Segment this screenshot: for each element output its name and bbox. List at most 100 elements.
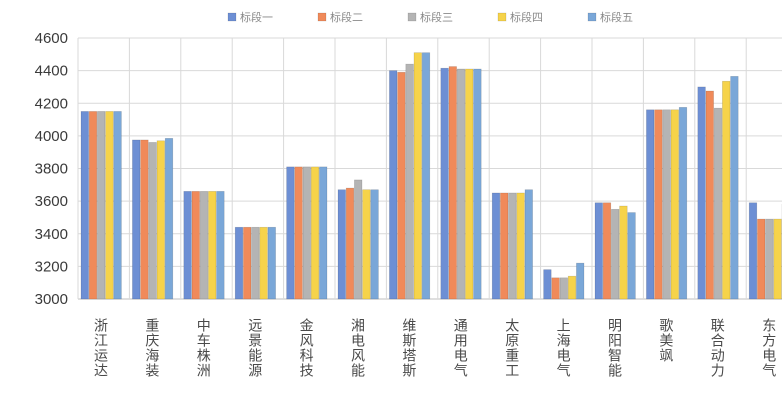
bar-1-2 <box>88 111 98 300</box>
bar-9-5 <box>524 189 533 300</box>
gridlines <box>77 37 782 300</box>
bar-1-1 <box>80 111 89 300</box>
y-tick-label: 3600 <box>35 193 68 210</box>
bar-6-1 <box>337 189 346 300</box>
bar-4-2 <box>243 226 252 300</box>
bar-12-1 <box>646 109 655 300</box>
y-tick-label: 4600 <box>35 30 68 47</box>
bar-11-1 <box>594 202 603 300</box>
bar-13-4 <box>722 80 731 300</box>
bar-12-5 <box>678 107 688 300</box>
bar-4-5 <box>267 226 276 300</box>
bar-2-1 <box>132 139 141 300</box>
bar-13-5 <box>730 76 739 300</box>
bar-4-1 <box>234 226 244 300</box>
bar-14-4 <box>773 218 782 300</box>
bar-6-4 <box>362 189 371 300</box>
y-tick-label: 4400 <box>35 63 68 80</box>
bar-10-4 <box>567 275 577 300</box>
bar-13-3 <box>713 107 723 300</box>
x-axis-ticks: 浙江运达 重庆海装 中车株洲 远景能源 金风科技 湘电风能 维斯塔斯 通用电气 太原重工 上海电气… <box>92 318 776 378</box>
bar-8-2 <box>448 66 457 300</box>
bar-7-5 <box>421 52 431 300</box>
bar-3-1 <box>183 191 192 300</box>
bar-11-4 <box>619 205 628 300</box>
bar-11-5 <box>627 212 636 300</box>
bar-11-3 <box>611 208 620 300</box>
bar-11-2 <box>602 202 612 300</box>
x-tick-label: 维斯塔斯 <box>400 318 416 378</box>
bar-7-1 <box>389 70 398 300</box>
bar-14-1 <box>748 202 758 300</box>
x-tick-label: 通用电气 <box>452 318 468 378</box>
bar-7-2 <box>397 71 406 300</box>
legend-label-4: 标段四 <box>510 10 543 24</box>
y-tick-label: 3400 <box>35 226 68 243</box>
bar-10-5 <box>576 262 585 300</box>
legend: 标段一 标段二 标段三 标段四 标段五 <box>227 10 633 24</box>
bar-3-3 <box>199 191 209 300</box>
bar-2-2 <box>140 139 149 300</box>
x-tick-label: 歌美飒 <box>657 318 673 363</box>
x-tick-label: 明阳智能 <box>606 318 622 378</box>
bar-4-4 <box>259 226 268 300</box>
bar-7-3 <box>405 63 414 300</box>
x-tick-label: 远景能源 <box>246 318 262 378</box>
bar-1-5 <box>113 111 122 300</box>
y-axis-ticks: 3000 3200 3400 3600 3800 4000 4200 4400 4600 <box>35 30 68 308</box>
bar-8-4 <box>465 68 474 300</box>
legend-label-1: 标段一 <box>240 10 273 24</box>
y-tick-label: 3800 <box>35 161 68 178</box>
x-tick-label: 浙江运达 <box>92 318 108 378</box>
legend-swatch-1 <box>227 12 237 22</box>
x-tick-label: 金风科技 <box>298 318 314 378</box>
bar-14-3 <box>765 218 774 300</box>
y-tick-label: 4200 <box>35 95 68 112</box>
x-tick-label: 中车株洲 <box>195 318 211 378</box>
bar-7-4 <box>413 52 422 300</box>
x-tick-label: 重庆海装 <box>143 318 159 378</box>
bar-9-3 <box>508 192 517 300</box>
bar-13-2 <box>705 90 714 300</box>
bar-9-1 <box>491 192 501 300</box>
bar-8-3 <box>456 68 466 300</box>
bar-12-2 <box>654 109 663 300</box>
bar-6-2 <box>345 187 355 300</box>
bar-10-2 <box>551 277 560 300</box>
bar-8-1 <box>440 67 449 300</box>
legend-label-5: 标段五 <box>600 10 633 24</box>
legend-label-2: 标段二 <box>330 10 363 24</box>
bar-3-2 <box>191 191 200 300</box>
x-tick-label: 东方电气 <box>760 318 776 378</box>
y-tick-label: 3000 <box>35 291 68 308</box>
legend-swatch-3 <box>407 12 417 22</box>
bar-2-3 <box>148 142 157 300</box>
bar-10-1 <box>543 269 552 300</box>
bar-12-3 <box>662 109 671 300</box>
bar-3-4 <box>208 191 217 300</box>
bar-10-3 <box>559 277 568 300</box>
bar-5-5 <box>319 166 328 300</box>
x-tick-label: 上海电气 <box>555 318 571 378</box>
bar-1-4 <box>105 111 114 300</box>
bar-1-3 <box>97 111 106 300</box>
bar-5-1 <box>286 166 295 300</box>
bar-13-1 <box>697 86 706 300</box>
bar-4-3 <box>251 226 260 300</box>
y-tick-label: 4000 <box>35 128 68 145</box>
y-tick-label: 3200 <box>35 258 68 275</box>
bar-12-4 <box>670 109 679 300</box>
legend-label-3: 标段三 <box>420 10 453 24</box>
x-tick-label: 联合动力 <box>709 318 725 378</box>
bar-5-3 <box>302 166 311 300</box>
bar-9-2 <box>500 192 509 300</box>
bar-3-5 <box>216 191 225 300</box>
legend-swatch-2 <box>317 12 327 22</box>
bar-2-5 <box>164 138 174 300</box>
bar-2-4 <box>156 140 165 300</box>
x-tick-label: 湘电风能 <box>349 318 365 378</box>
bar-9-4 <box>516 192 525 300</box>
x-tick-label: 太原重工 <box>503 318 519 378</box>
